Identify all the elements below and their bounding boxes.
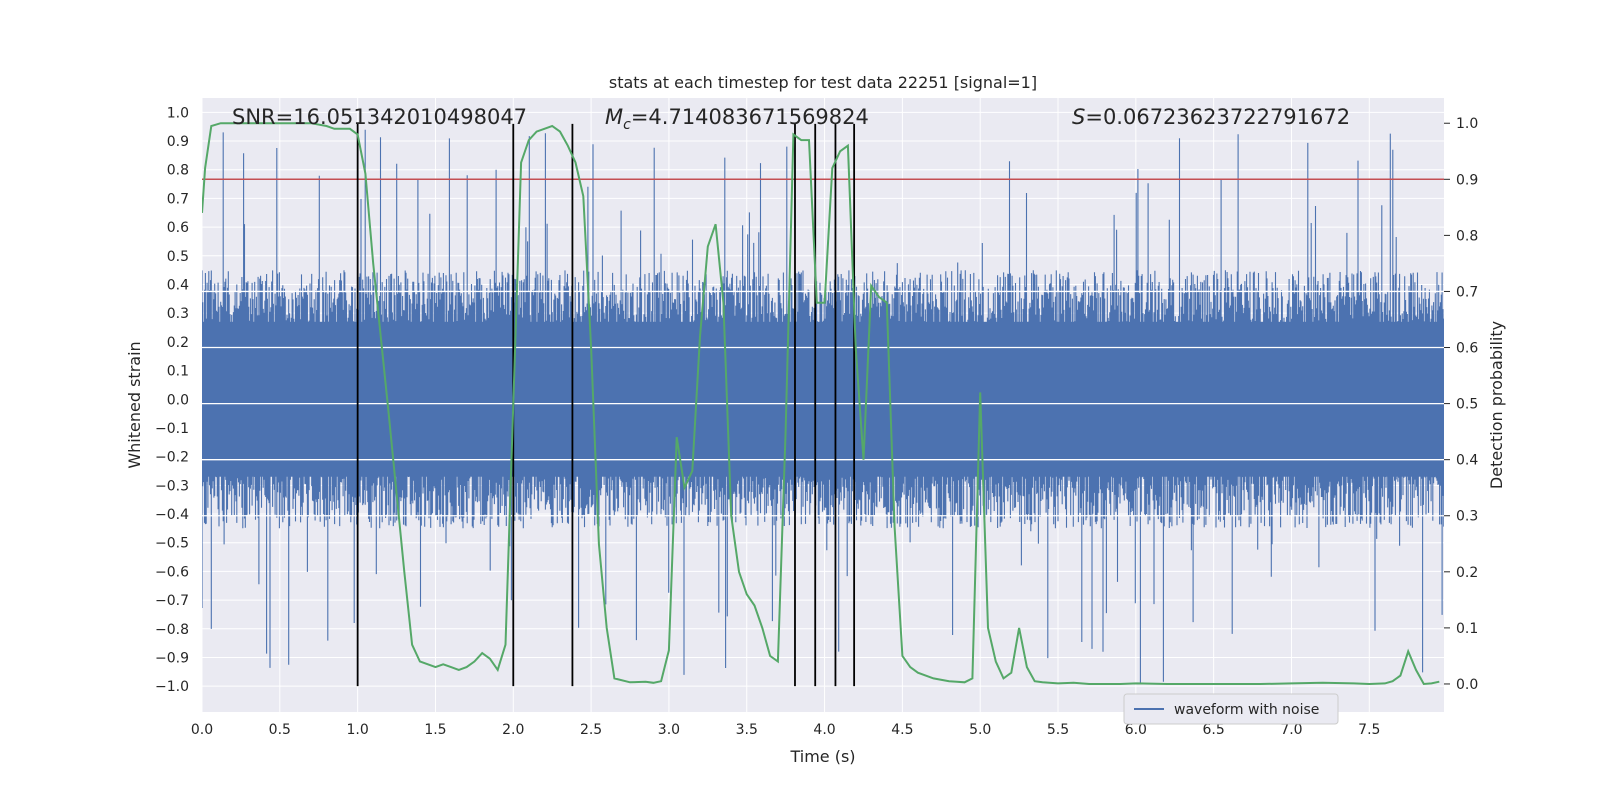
y-tick-label: −0.5 xyxy=(155,536,189,552)
y-tick-label: −0.9 xyxy=(155,650,189,666)
legend-entry: waveform with noise xyxy=(1174,702,1319,718)
y-tick-label: 0.5 xyxy=(167,249,189,265)
y-tick-label: 0.6 xyxy=(167,220,189,236)
chirp-mass-value: =4.714083671569824 xyxy=(631,105,869,129)
snr-annotation: SNR=16.051342010498047 xyxy=(232,105,527,129)
x-tick-label: 7.0 xyxy=(1280,722,1302,738)
x-tick-label: 4.5 xyxy=(891,722,913,738)
y-tick-label: −0.7 xyxy=(155,593,189,609)
y-tick-label: 1.0 xyxy=(167,105,189,121)
x-tick-label: 6.5 xyxy=(1203,722,1225,738)
y-axis-label: Whitened strain xyxy=(125,341,144,468)
s-value: =0.06723623722791672 xyxy=(1085,105,1350,129)
y-tick-label: −0.4 xyxy=(155,507,189,523)
y2-tick-label: 0.7 xyxy=(1456,284,1478,300)
y2-tick-label: 1.0 xyxy=(1456,116,1478,132)
legend-box xyxy=(1123,693,1339,725)
x-tick-label: 0.0 xyxy=(191,722,213,738)
y2-tick-label: 0.2 xyxy=(1456,565,1478,581)
x-tick-label: 5.5 xyxy=(1047,722,1069,738)
y-tick-label: −0.1 xyxy=(155,421,189,437)
y2-tick-label: 0.6 xyxy=(1456,341,1478,357)
y-tick-label: −0.8 xyxy=(155,622,189,638)
x-tick-label: 1.5 xyxy=(424,722,446,738)
y-axis-ticks: 1.0 0.9 0.8 0.7 0.6 0.5 0.4 0.3 0.2 0.1 0.0 −0.1 −0.… xyxy=(155,105,189,695)
s-annotation: S=0.06723623722791672 xyxy=(1072,105,1350,129)
y-tick-label: 0.8 xyxy=(167,163,189,179)
x-tick-label: 1.0 xyxy=(347,722,369,738)
y2-tick-label: 0.4 xyxy=(1456,453,1478,469)
legend: waveform with noise xyxy=(1123,693,1339,725)
y-tick-label: 0.9 xyxy=(167,134,189,150)
y-tick-label: 0.2 xyxy=(167,335,189,351)
chart-title: stats at each timestep for test data 222… xyxy=(609,73,1037,92)
chirp-mass-annotation: Mc=4.714083671569824 xyxy=(605,105,869,133)
y-tick-label: −0.2 xyxy=(155,450,189,466)
x-tick-label: 6.0 xyxy=(1125,722,1147,738)
x-tick-label: 2.0 xyxy=(502,722,524,738)
y2-tick-label: 0.1 xyxy=(1456,621,1478,637)
y2-axis-ticks: 1.0 0.9 0.8 0.7 0.6 0.5 0.4 0.3 0.2 0.1 0.0 xyxy=(1444,116,1478,693)
x-tick-label: 4.0 xyxy=(813,722,835,738)
x-tick-label: 3.5 xyxy=(736,722,758,738)
y-tick-label: 0.4 xyxy=(167,277,189,293)
x-tick-label: 7.5 xyxy=(1358,722,1380,738)
y2-tick-label: 0.3 xyxy=(1456,509,1478,525)
x-tick-label: 3.0 xyxy=(658,722,680,738)
y-tick-label: 0.3 xyxy=(167,306,189,322)
y-tick-label: 0.7 xyxy=(167,191,189,207)
detection-probability-series xyxy=(202,122,1440,686)
waveform-core xyxy=(202,321,1444,477)
y-tick-label: −0.6 xyxy=(155,564,189,580)
y-tick-label: 0.0 xyxy=(167,392,189,408)
x-tick-label: 5.0 xyxy=(969,722,991,738)
y-tick-label: −1.0 xyxy=(155,679,189,695)
y-tick-label: −0.3 xyxy=(155,478,189,494)
y-tick-label: 0.1 xyxy=(167,364,189,380)
s-symbol: S xyxy=(1072,105,1085,129)
chirp-mass-symbol: M xyxy=(605,105,623,129)
vertical-markers xyxy=(356,123,856,687)
y2-tick-label: 0.8 xyxy=(1456,228,1478,244)
x-axis-ticks: 0.0 0.5 1.0 1.5 2.0 2.5 3.0 3.5 4.0 4.5 5.0 5.5 6.0 6… xyxy=(191,722,1381,738)
chirp-mass-subscript: c xyxy=(623,117,631,133)
y2-axis-label: Detection probability xyxy=(1487,321,1506,489)
x-tick-label: 0.5 xyxy=(269,722,291,738)
y2-tick-label: 0.5 xyxy=(1456,397,1478,413)
y2-tick-label: 0.9 xyxy=(1456,172,1478,188)
x-axis-label: Time (s) xyxy=(789,747,855,766)
x-tick-label: 2.5 xyxy=(580,722,602,738)
horizontal-bands xyxy=(202,290,1444,517)
probability-line xyxy=(202,122,1440,686)
y2-tick-label: 0.0 xyxy=(1456,677,1478,693)
